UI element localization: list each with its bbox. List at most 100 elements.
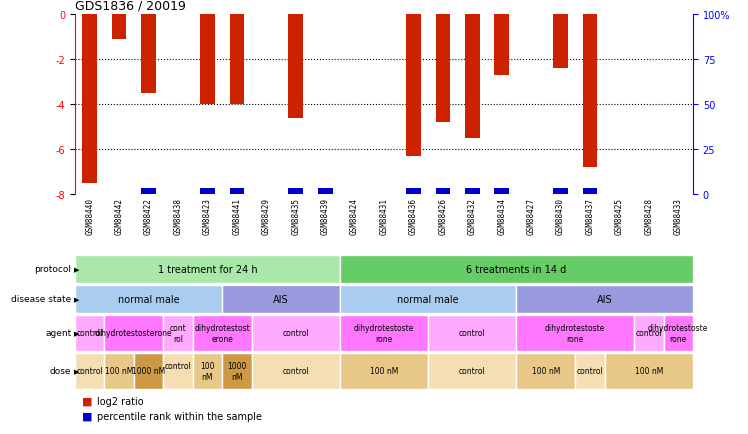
Text: percentile rank within the sample: percentile rank within the sample bbox=[97, 411, 263, 421]
FancyBboxPatch shape bbox=[340, 285, 516, 313]
Text: GSM88427: GSM88427 bbox=[527, 197, 536, 234]
Text: GSM88422: GSM88422 bbox=[144, 197, 153, 234]
FancyBboxPatch shape bbox=[222, 285, 340, 313]
Text: control: control bbox=[636, 329, 662, 338]
FancyBboxPatch shape bbox=[75, 255, 340, 283]
Text: log2 ratio: log2 ratio bbox=[97, 396, 144, 406]
FancyBboxPatch shape bbox=[340, 316, 428, 351]
Bar bbox=[406, 15, 421, 156]
Text: control: control bbox=[459, 367, 485, 376]
Text: GSM88423: GSM88423 bbox=[203, 197, 212, 234]
FancyBboxPatch shape bbox=[340, 255, 693, 283]
Text: disease state: disease state bbox=[11, 295, 71, 304]
Text: GSM88442: GSM88442 bbox=[114, 197, 123, 234]
Bar bbox=[230, 15, 244, 105]
Bar bbox=[554, 189, 568, 194]
Text: ■: ■ bbox=[82, 396, 93, 406]
FancyBboxPatch shape bbox=[575, 353, 604, 389]
Bar bbox=[465, 15, 479, 138]
FancyBboxPatch shape bbox=[193, 353, 222, 389]
Bar bbox=[494, 15, 509, 76]
Text: protocol: protocol bbox=[34, 265, 71, 274]
FancyBboxPatch shape bbox=[516, 285, 693, 313]
Text: ▶: ▶ bbox=[73, 368, 79, 374]
Bar bbox=[465, 189, 479, 194]
Text: 100 nM: 100 nM bbox=[634, 367, 663, 376]
Bar bbox=[583, 15, 598, 168]
Text: GSM88429: GSM88429 bbox=[262, 197, 271, 234]
FancyBboxPatch shape bbox=[75, 316, 105, 351]
FancyBboxPatch shape bbox=[105, 316, 163, 351]
Bar bbox=[141, 189, 156, 194]
Bar bbox=[554, 15, 568, 69]
Text: 100 nM: 100 nM bbox=[370, 367, 398, 376]
Text: dihydrotestoste
rone: dihydrotestoste rone bbox=[545, 324, 605, 343]
Text: control: control bbox=[165, 362, 191, 381]
Text: dose: dose bbox=[50, 367, 71, 376]
Bar bbox=[435, 189, 450, 194]
Text: dihydrotestosterone: dihydrotestosterone bbox=[95, 329, 173, 338]
Text: AIS: AIS bbox=[597, 294, 613, 304]
Text: GSM88433: GSM88433 bbox=[674, 197, 683, 234]
Text: AIS: AIS bbox=[273, 294, 289, 304]
FancyBboxPatch shape bbox=[163, 316, 193, 351]
Text: 1000
nM: 1000 nM bbox=[227, 362, 247, 381]
Text: control: control bbox=[282, 367, 309, 376]
FancyBboxPatch shape bbox=[428, 316, 516, 351]
Text: GSM88432: GSM88432 bbox=[468, 197, 476, 234]
FancyBboxPatch shape bbox=[634, 316, 663, 351]
Text: GSM88428: GSM88428 bbox=[644, 197, 653, 234]
Text: agent: agent bbox=[45, 329, 71, 338]
Text: control: control bbox=[76, 329, 103, 338]
Text: dihydrotestoste
rone: dihydrotestoste rone bbox=[354, 324, 414, 343]
Text: normal male: normal male bbox=[397, 294, 459, 304]
Text: control: control bbox=[577, 367, 604, 376]
Text: GSM88425: GSM88425 bbox=[615, 197, 624, 234]
FancyBboxPatch shape bbox=[340, 353, 428, 389]
FancyBboxPatch shape bbox=[193, 316, 251, 351]
Text: GSM88441: GSM88441 bbox=[233, 197, 242, 234]
Text: dihydrotestost
erone: dihydrotestost erone bbox=[194, 324, 250, 343]
Bar bbox=[230, 189, 244, 194]
FancyBboxPatch shape bbox=[251, 353, 340, 389]
Text: control: control bbox=[459, 329, 485, 338]
Text: ▶: ▶ bbox=[73, 296, 79, 302]
Text: 1 treatment for 24 h: 1 treatment for 24 h bbox=[158, 264, 257, 274]
Text: GSM88434: GSM88434 bbox=[497, 197, 506, 234]
Text: 100 nM: 100 nM bbox=[532, 367, 560, 376]
FancyBboxPatch shape bbox=[516, 353, 575, 389]
FancyBboxPatch shape bbox=[75, 353, 105, 389]
FancyBboxPatch shape bbox=[75, 285, 222, 313]
Bar bbox=[289, 15, 303, 118]
Bar bbox=[435, 15, 450, 123]
Text: cont
rol: cont rol bbox=[170, 324, 186, 343]
Text: 100
nM: 100 nM bbox=[200, 362, 215, 381]
Bar bbox=[583, 189, 598, 194]
Bar bbox=[406, 189, 421, 194]
Text: GSM88437: GSM88437 bbox=[586, 197, 595, 234]
Text: GSM88435: GSM88435 bbox=[291, 197, 300, 234]
FancyBboxPatch shape bbox=[251, 316, 340, 351]
Text: control: control bbox=[282, 329, 309, 338]
Bar bbox=[82, 15, 97, 183]
Bar bbox=[318, 189, 333, 194]
Text: 6 treatments in 14 d: 6 treatments in 14 d bbox=[466, 264, 566, 274]
Text: normal male: normal male bbox=[117, 294, 180, 304]
FancyBboxPatch shape bbox=[222, 353, 251, 389]
Text: 100 nM: 100 nM bbox=[105, 367, 133, 376]
Text: ▶: ▶ bbox=[73, 330, 79, 336]
Text: GSM88439: GSM88439 bbox=[321, 197, 330, 234]
Text: GSM88431: GSM88431 bbox=[379, 197, 388, 234]
FancyBboxPatch shape bbox=[516, 316, 634, 351]
Text: GDS1836 / 20019: GDS1836 / 20019 bbox=[75, 0, 186, 13]
Text: ■: ■ bbox=[82, 411, 93, 421]
FancyBboxPatch shape bbox=[163, 353, 193, 389]
Text: GSM88436: GSM88436 bbox=[409, 197, 418, 234]
Bar bbox=[200, 15, 215, 105]
Text: GSM88424: GSM88424 bbox=[350, 197, 359, 234]
Text: GSM88440: GSM88440 bbox=[85, 197, 94, 234]
FancyBboxPatch shape bbox=[105, 353, 134, 389]
Bar bbox=[200, 189, 215, 194]
FancyBboxPatch shape bbox=[663, 316, 693, 351]
FancyBboxPatch shape bbox=[604, 353, 693, 389]
